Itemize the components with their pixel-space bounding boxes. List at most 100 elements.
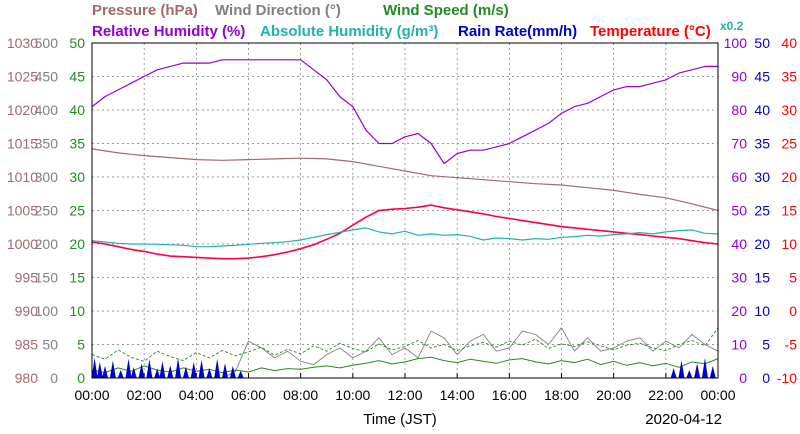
x-tick-label: 00:00: [74, 387, 109, 403]
y-tick-label-wind-direction: 50: [42, 337, 58, 353]
rain-rate-spike: [175, 357, 182, 378]
y-tick-label-relative-humidity: 20: [731, 303, 747, 319]
legend-pressure: Pressure (hPa): [92, 2, 198, 19]
y-tick-label-relative-humidity: 0: [739, 370, 747, 386]
y-tick-label-wind-direction: 300: [35, 169, 59, 185]
y-tick-label-wind-speed: 45: [69, 69, 85, 85]
y-tick-label-wind-speed: 20: [69, 236, 85, 252]
y-tick-label-rain-rate: 40: [754, 102, 770, 118]
y-tick-label-pressure: 1005: [7, 203, 38, 219]
rain-rate-spike: [117, 369, 124, 378]
y-tick-label-rain-rate: 15: [754, 270, 770, 286]
gridlines: [92, 43, 718, 378]
y-tick-label-pressure: 990: [15, 303, 39, 319]
rain-rate-spike: [138, 363, 145, 378]
y-tick-label-relative-humidity: 100: [724, 35, 748, 51]
y-axes: 1030102510201015101010051000995990985980…: [7, 35, 797, 386]
x-tick-label: 22:00: [648, 387, 683, 403]
y-tick-label-rain-rate: 45: [754, 69, 770, 85]
y-tick-label-wind-speed: 10: [69, 303, 85, 319]
y-tick-label-temperature: 30: [781, 102, 797, 118]
rain-rate-spike: [686, 369, 693, 378]
y-tick-label-wind-speed: 0: [77, 370, 85, 386]
y-tick-label-rain-rate: 5: [762, 337, 770, 353]
y-tick-label-temperature: 0: [789, 303, 797, 319]
y-tick-label-wind-speed: 15: [69, 270, 85, 286]
legend: Pressure (hPa) Wind Direction (°) Wind S…: [92, 2, 744, 40]
series-absolute-humidity-g-m: [91, 227, 719, 248]
x-tick-label: 18:00: [544, 387, 579, 403]
rain-rate-spike: [182, 366, 189, 378]
legend-wind-direction: Wind Direction (°): [215, 2, 341, 19]
y-tick-label-temperature: 35: [781, 69, 797, 85]
rain-rate-spike: [125, 358, 132, 378]
rain-rate-spike: [206, 367, 213, 378]
y-tick-label-wind-direction: 450: [35, 69, 59, 85]
x-tick-label: 04:00: [179, 387, 214, 403]
y-tick-label-wind-direction: 100: [35, 303, 59, 319]
rain-rate-spike: [102, 365, 109, 378]
y-tick-label-wind-speed: 30: [69, 169, 85, 185]
series-wind-speed-max-m-s: [91, 327, 719, 362]
y-tick-label-temperature: 25: [781, 136, 797, 152]
y-tick-label-rain-rate: 30: [754, 169, 770, 185]
y-tick-label-rain-rate: 50: [754, 35, 770, 51]
y-tick-label-rain-rate: 0: [762, 370, 770, 386]
y-tick-label-wind-direction: 200: [35, 236, 59, 252]
x-tick-label: 08:00: [283, 387, 318, 403]
rain-rate-spike: [701, 357, 708, 378]
legend-rain-rate: Rain Rate(mm/h): [458, 23, 577, 40]
y-tick-label-wind-speed: 5: [77, 337, 85, 353]
y-tick-label-relative-humidity: 90: [731, 69, 747, 85]
y-tick-label-relative-humidity: 70: [731, 136, 747, 152]
legend-absolute-humidity: Absolute Humidity (g/m³): [260, 23, 438, 40]
y-tick-label-pressure: 995: [15, 270, 39, 286]
y-tick-label-pressure: 1000: [7, 236, 38, 252]
y-tick-label-temperature: 20: [781, 169, 797, 185]
x-tick-label: 00:00: [700, 387, 735, 403]
y-tick-label-wind-direction: 150: [35, 270, 59, 286]
y-tick-label-wind-direction: 500: [35, 35, 59, 51]
y-tick-label-temperature: 40: [781, 35, 797, 51]
y-tick-label-wind-speed: 40: [69, 102, 85, 118]
y-tick-label-pressure: 1010: [7, 169, 38, 185]
y-tick-label-temperature: 5: [789, 270, 797, 286]
y-tick-label-relative-humidity: 50: [731, 203, 747, 219]
y-tick-label-pressure: 1015: [7, 136, 38, 152]
rain-rate-spike: [709, 365, 716, 378]
rain-rate-spike: [222, 363, 229, 378]
y-tick-label-rain-rate: 20: [754, 236, 770, 252]
rain-rate-spike: [237, 370, 244, 378]
y-tick-label-wind-direction: 400: [35, 102, 59, 118]
x-tick-label: 06:00: [231, 387, 266, 403]
x-axis-label: Time (JST): [363, 411, 437, 428]
rain-rate-spike: [159, 361, 166, 378]
y-tick-label-temperature: 15: [781, 203, 797, 219]
rain-rate-spike: [670, 367, 677, 378]
y-tick-label-rain-rate: 35: [754, 136, 770, 152]
y-tick-label-relative-humidity: 80: [731, 102, 747, 118]
rain-rate-spike: [198, 359, 205, 378]
legend-wind-speed: Wind Speed (m/s): [383, 2, 509, 19]
legend-relative-humidity: Relative Humidity (%): [92, 23, 245, 40]
y-tick-label-pressure: 980: [15, 370, 39, 386]
plot-frame: [91, 42, 719, 379]
y-tick-label-temperature: -5: [785, 337, 798, 353]
rain-rate-spike: [146, 359, 153, 378]
legend-absolute-humidity-scale: x0.2: [720, 19, 744, 33]
x-tick-label: 14:00: [440, 387, 475, 403]
y-tick-label-rain-rate: 25: [754, 203, 770, 219]
x-tick-label: 12:00: [387, 387, 422, 403]
x-tick-label: 16:00: [492, 387, 527, 403]
series-lines: [91, 59, 719, 379]
y-tick-label-relative-humidity: 30: [731, 270, 747, 286]
rain-rate-spike: [214, 358, 221, 378]
series-wind-speed-m-s: [91, 356, 719, 374]
y-tick-label-relative-humidity: 40: [731, 236, 747, 252]
y-tick-label-wind-speed: 25: [69, 203, 85, 219]
x-tick-label: 20:00: [596, 387, 631, 403]
rain-rate-spike: [229, 365, 236, 378]
rain-rate-spike: [109, 360, 116, 378]
x-axis: 00:00 02:00 04:00 06:00 08:00 10:00 12:00 14:00…: [74, 373, 736, 403]
rain-rate-spike: [190, 361, 197, 378]
